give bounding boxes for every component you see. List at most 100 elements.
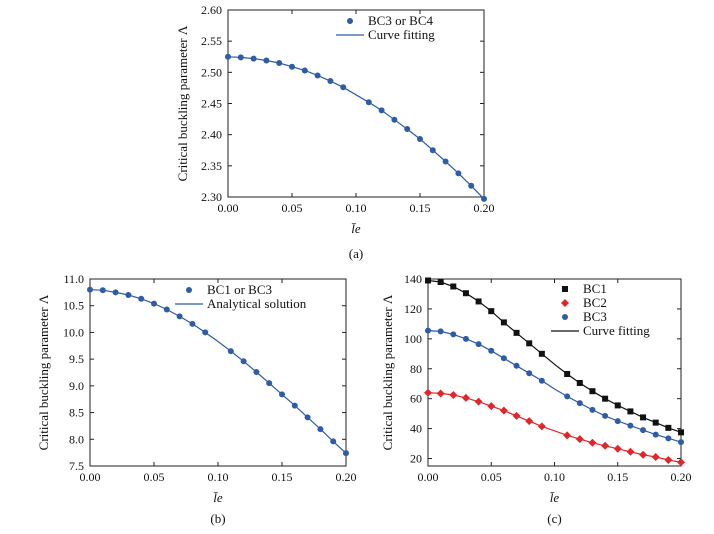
y-tick-label: 2.40 [201,128,222,142]
data-point-0 [263,57,270,64]
data-point-1 [613,444,622,453]
data-point-0 [327,78,334,85]
x-tick-label: 0.10 [544,470,565,484]
legend-marker-1 [561,299,569,307]
data-point-2 [652,431,659,438]
data-point-2 [538,377,545,384]
y-tick-label: 9.0 [69,379,84,393]
x-tick-label: 0.10 [208,470,229,484]
data-point-0 [455,170,462,177]
plot-frame [227,9,485,198]
y-tick-label: 20 [410,452,422,466]
data-point-0 [163,306,170,313]
series-line-1 [89,289,347,454]
data-point-0 [602,395,609,402]
data-point-0 [266,380,273,387]
data-point-0 [564,370,571,377]
data-point-0 [87,286,93,293]
x-tick-label: 0.10 [346,201,367,215]
y-tick-label: 7.5 [69,459,84,473]
data-point-0 [189,320,196,327]
legend-label-0: BC3 or BC4 [368,13,434,28]
y-tick-label: 8.5 [69,406,84,420]
data-point-1 [512,411,521,420]
y-tick-label: 140 [404,272,422,286]
data-point-0 [378,107,385,114]
fit-line-1 [427,392,682,463]
data-point-0 [437,278,444,285]
y-tick-label: 2.60 [201,3,222,17]
x-axis-label: l̄e [213,490,223,505]
legend-label-0: BC1 or BC3 [207,282,272,297]
fit-line-2 [427,330,682,443]
data-point-1 [424,388,432,397]
data-point-0 [481,195,487,202]
y-tick-label: 10.0 [63,325,84,339]
data-point-0 [391,116,398,123]
data-point-0 [237,54,244,61]
data-point-0 [627,408,634,415]
y-tick-label: 2.55 [201,34,222,48]
data-point-0 [500,319,507,326]
x-axis-label: l̄e [550,490,560,505]
data-point-0 [640,414,647,421]
data-point-2 [576,400,583,407]
data-point-0 [253,368,260,375]
legend-marker-2 [562,314,568,320]
y-tick-label: 60 [410,392,422,406]
y-tick-label: 40 [410,422,422,436]
data-point-2 [627,422,634,429]
data-point-1 [499,406,508,415]
data-point-1 [626,447,635,456]
legend-label-3: Curve fitting [583,323,650,338]
x-tick-label: 0.05 [144,470,165,484]
data-point-0 [138,295,145,302]
data-point-0 [614,402,621,409]
series-line-1 [227,56,485,200]
y-tick-label: 80 [410,362,422,376]
data-point-0 [589,388,596,395]
data-point-0 [475,298,482,305]
fit-line-0 [427,279,682,433]
legend-label-1: Curve fitting [368,27,435,42]
data-point-2 [678,439,684,446]
chart-panel-2: 0.00 0.05 0.10 0.15 0.20 20 40 60 80 100 120 140 l̄e… [380,272,692,526]
data-point-1 [677,458,685,467]
x-tick-label: 0.05 [282,201,303,215]
legend-label-1: BC2 [583,295,607,310]
data-point-0 [450,283,457,290]
legend-label-1: Analytical solution [207,296,307,311]
data-point-0 [665,424,672,431]
x-tick-label: 0.15 [410,201,431,215]
data-point-0 [125,292,132,299]
data-point-2 [500,355,507,362]
x-tick-label: 0.05 [481,470,502,484]
y-tick-label: 2.30 [201,190,222,204]
data-point-0 [404,126,411,133]
y-tick-label: 11.0 [63,272,84,286]
data-point-0 [225,53,231,60]
data-point-0 [343,450,349,457]
data-point-2 [640,427,647,434]
legend-marker-0 [562,286,568,292]
x-tick-label: 0.20 [336,470,357,484]
data-point-0 [429,147,436,154]
data-point-0 [513,329,520,336]
data-point-1 [563,431,572,440]
y-tick-label: 120 [404,302,422,316]
x-tick-label: 0.15 [607,470,628,484]
data-point-0 [202,329,209,336]
x-tick-label: 0.00 [418,470,439,484]
x-tick-label: 0.20 [474,201,495,215]
data-point-2 [425,327,431,334]
data-point-2 [513,362,520,369]
data-point-0 [304,414,311,421]
y-tick-label: 100 [404,332,422,346]
data-point-0 [301,67,308,74]
panel-label: (b) [210,511,225,526]
data-point-0 [576,379,583,386]
x-tick-label: 0.20 [671,470,692,484]
x-tick-label: 0.15 [272,470,293,484]
data-point-0 [250,55,257,62]
